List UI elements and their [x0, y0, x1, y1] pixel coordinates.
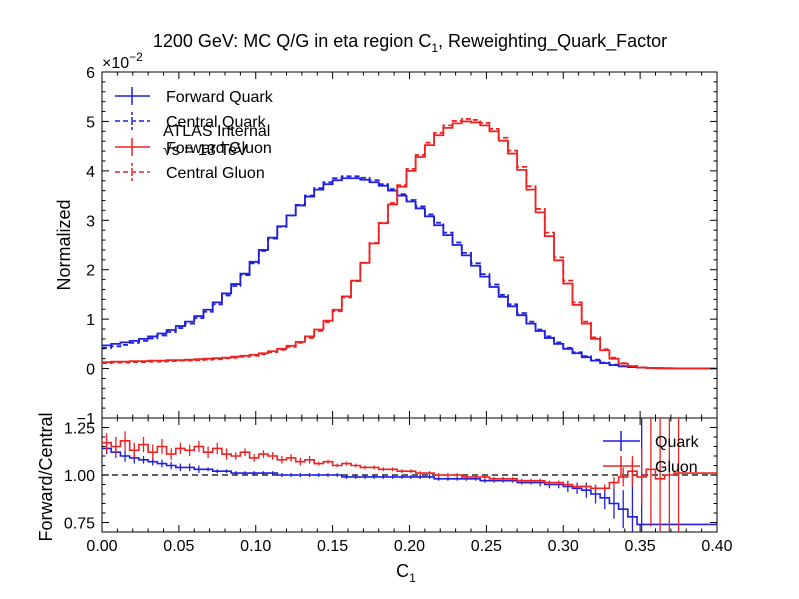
upper-y-tick-label: 2 — [86, 263, 95, 280]
upper-y-axis-label: Normalized — [54, 199, 74, 290]
x-tick-label: 0.30 — [548, 538, 579, 555]
upper-y-tick-label: 4 — [86, 164, 95, 181]
ratio-line-quark — [102, 447, 717, 526]
chart-title-suffix: , Reweighting_Quark_Factor — [438, 31, 667, 52]
ratio-line-gluon — [102, 440, 717, 490]
legend-label-forward-quark: Forward Quark — [166, 89, 274, 106]
upper-y-tick-label: 6 — [86, 65, 95, 82]
legend-entry-central-gluon: Central Gluon — [115, 163, 265, 182]
series-line-forward-quark — [102, 177, 717, 370]
lower-panel: 0.75 1.00 1.25 0.00 0.05 0.10 0.15 0.20 0.25 0.3… — [36, 412, 733, 555]
x-axis-label-subscript: 1 — [409, 571, 416, 585]
x-tick-label: 0.35 — [625, 538, 656, 555]
upper-series-group — [102, 118, 717, 370]
upper-y-tick-label: 1 — [86, 312, 95, 329]
x-tick-label: 0.05 — [163, 538, 194, 555]
upper-y-tick-label: 5 — [86, 114, 95, 131]
lower-y-tick-label: 1.25 — [64, 421, 95, 438]
upper-panel: −1 0 1 2 3 4 5 6 Normalized ×10−2 Forward Quark… — [54, 50, 718, 428]
upper-y-tick-label: −1 — [77, 411, 95, 428]
series-line-central-quark — [102, 175, 717, 370]
legend-entry-forward-quark: Forward Quark — [115, 87, 274, 106]
upper-y-tick-label: 0 — [86, 362, 95, 379]
x-tick-label: 0.25 — [471, 538, 502, 555]
legend-entry-forward-gluon: Forward Gluon — [115, 138, 272, 157]
upper-legend: Forward Quark Central Quark Forward Gluo… — [115, 87, 274, 182]
upper-y-tick-label: 3 — [86, 213, 95, 230]
lower-y-axis-label: Forward/Central — [36, 412, 56, 541]
lower-y-ticks: 0.75 1.00 1.25 — [64, 421, 717, 533]
lower-series-group — [102, 418, 717, 532]
legend-label-forward-gluon: Forward Gluon — [166, 140, 272, 157]
legend-label-quark-ratio: Quark — [655, 434, 700, 451]
lower-y-tick-label: 1.00 — [64, 468, 95, 485]
x-tick-label: 0.00 — [86, 538, 117, 555]
lower-y-tick-label: 0.75 — [64, 516, 95, 533]
chart-title-subscript: 1 — [431, 41, 438, 55]
legend-entry-quark-ratio: Quark — [603, 431, 700, 451]
x-tick-label: 0.40 — [701, 538, 732, 555]
legend-entry-central-quark: Central Quark — [115, 112, 267, 131]
lower-legend: Quark Gluon — [603, 431, 700, 476]
y-multiplier-exponent: −2 — [129, 50, 143, 64]
series-line-central-gluon — [102, 118, 717, 370]
x-tick-label: 0.10 — [240, 538, 271, 555]
y-multiplier: ×10−2 — [102, 50, 143, 72]
energy-label: √s = 13 TeV — [163, 142, 248, 159]
legend-label-gluon-ratio: Gluon — [655, 459, 698, 476]
x-tick-label: 0.20 — [394, 538, 425, 555]
legend-label-central-gluon: Central Gluon — [166, 165, 265, 182]
upper-x-ticks — [101, 72, 718, 418]
legend-label-central-quark: Central Quark — [166, 114, 267, 131]
x-tick-label: 0.15 — [317, 538, 348, 555]
lower-x-ticks: 0.00 0.05 0.10 0.15 0.20 0.25 0.30 0.35 0.40 — [86, 418, 733, 555]
atlas-label: ATLAS Internal — [163, 123, 270, 140]
legend-entry-gluon-ratio: Gluon — [603, 456, 698, 476]
upper-y-ticks: −1 0 1 2 3 4 5 6 — [77, 65, 717, 428]
chart-title: 1200 GeV: MC Q/G in eta region C1, Rewei… — [153, 31, 667, 55]
x-axis-label: C1 — [396, 561, 416, 585]
